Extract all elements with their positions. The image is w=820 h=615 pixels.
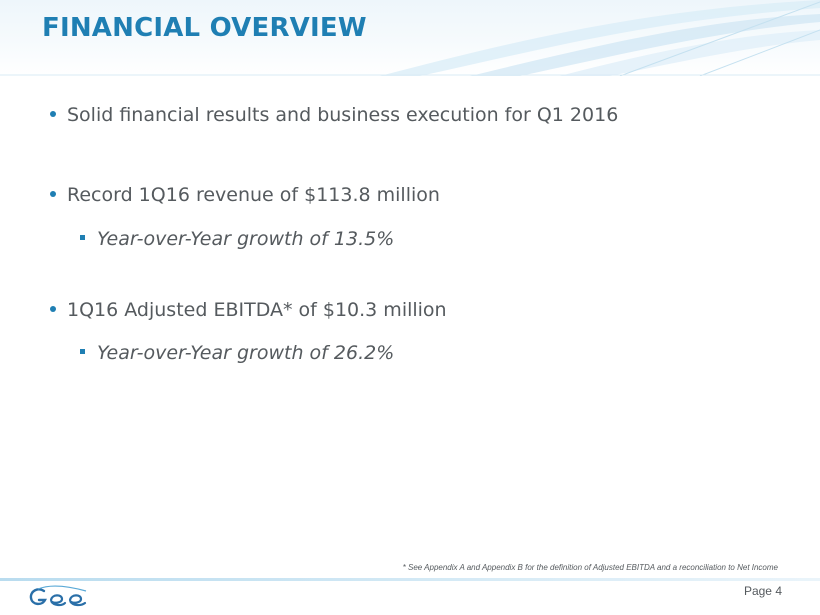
header-swoosh-graphic	[0, 0, 820, 76]
sub-bullet-text: Year-over-Year growth of 26.2%	[97, 342, 395, 364]
square-bullet-icon	[80, 235, 85, 240]
bullet-text: 1Q16 Adjusted EBITDA* of $10.3 million	[67, 299, 447, 321]
bullet-dot-icon	[50, 190, 56, 197]
square-bullet-icon	[80, 349, 85, 354]
slide-title: FINANCIAL OVERVIEW	[42, 13, 367, 43]
header-band: FINANCIAL OVERVIEW	[0, 0, 820, 76]
page-number: Page 4	[743, 584, 782, 598]
bullet-item: 1Q16 Adjusted EBITDA* of $10.3 million	[50, 299, 447, 321]
bullet-text: Record 1Q16 revenue of $113.8 million	[67, 184, 440, 206]
bullet-dot-icon	[50, 305, 56, 312]
bullet-dot-icon	[50, 110, 56, 117]
bullet-item: Solid financial results and business exe…	[50, 104, 618, 126]
sub-bullet-text: Year-over-Year growth of 13.5%	[97, 228, 395, 250]
footer-divider	[0, 578, 820, 581]
sub-bullet-item: Year-over-Year growth of 13.5%	[80, 228, 394, 250]
footnote: * See Appendix A and Appendix B for the …	[402, 563, 778, 572]
sub-bullet-item: Year-over-Year growth of 26.2%	[80, 342, 394, 364]
gee-group-logo	[29, 585, 87, 607]
bullet-item: Record 1Q16 revenue of $113.8 million	[50, 184, 440, 206]
bullet-text: Solid financial results and business exe…	[67, 104, 619, 126]
